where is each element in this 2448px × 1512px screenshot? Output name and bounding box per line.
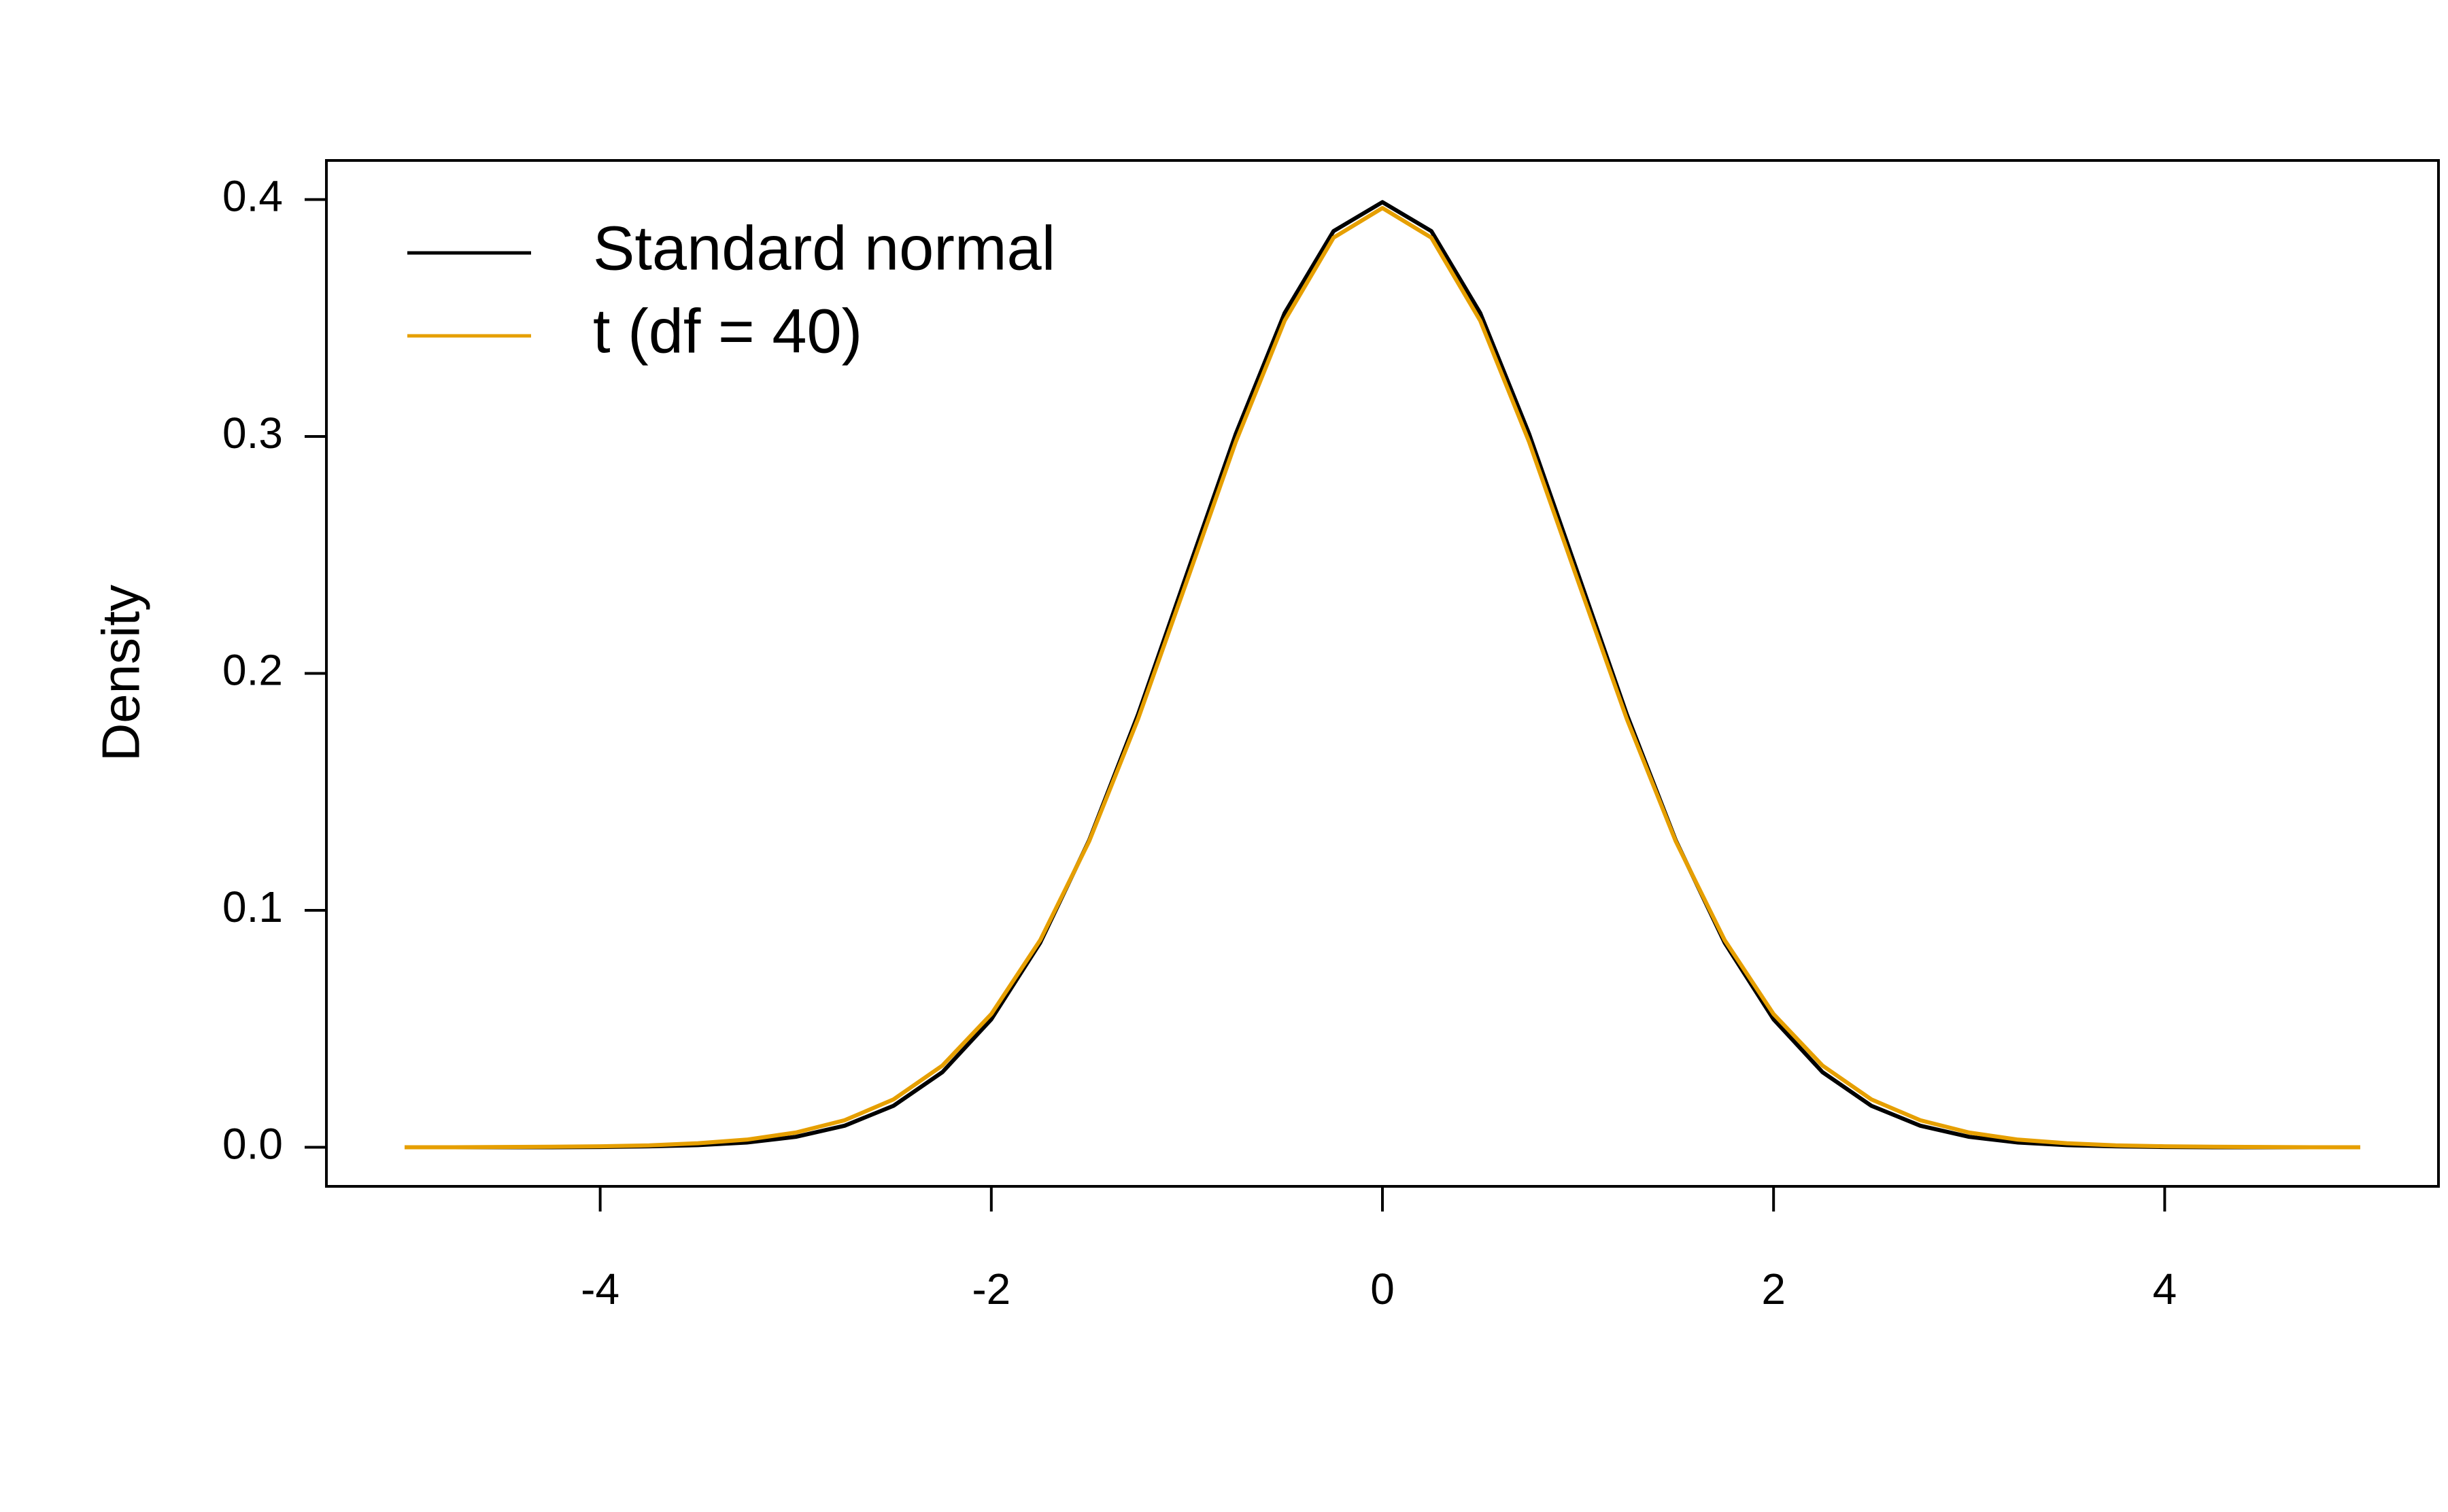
y-axis-label: Density xyxy=(91,585,151,761)
legend-label: Standard normal xyxy=(593,213,1055,283)
x-tick-label: 4 xyxy=(2153,1265,2177,1313)
legend-label: t (df = 40) xyxy=(593,296,862,366)
y-tick-label: 0.1 xyxy=(222,882,283,931)
x-tick-label: 2 xyxy=(1761,1265,1786,1313)
y-tick-label: 0.2 xyxy=(222,645,283,694)
series-line xyxy=(405,206,2360,1150)
y-tick-label: 0.4 xyxy=(222,171,283,220)
x-tick-label: -2 xyxy=(972,1265,1010,1313)
series-line xyxy=(405,200,2360,1150)
x-tick-label: 0 xyxy=(1370,1265,1395,1313)
y-tick-label: 0.0 xyxy=(222,1119,283,1168)
x-tick-label: -4 xyxy=(581,1265,619,1313)
y-tick-label: 0.3 xyxy=(222,409,283,458)
